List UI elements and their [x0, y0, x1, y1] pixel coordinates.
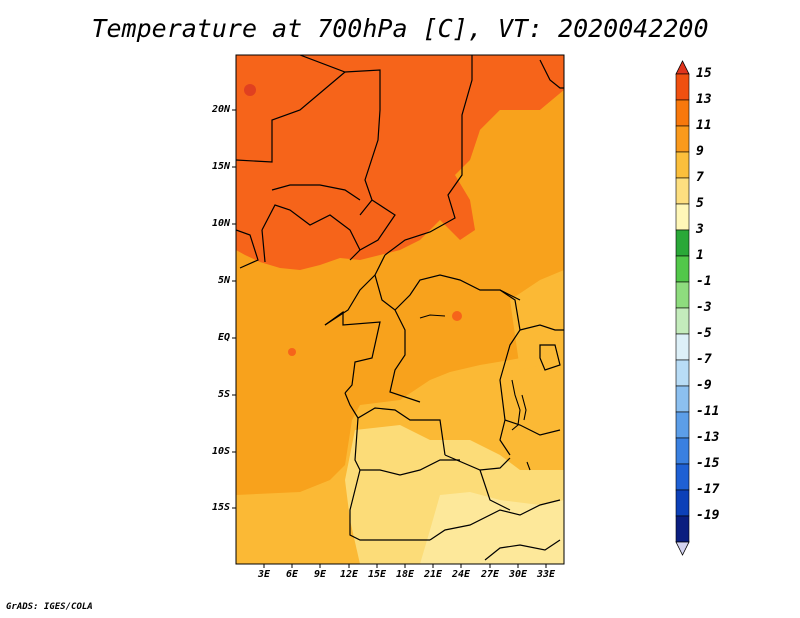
colorbar-swatch [675, 489, 690, 517]
lon-label-30e: 30E [508, 569, 528, 580]
hotspot-2 [288, 348, 296, 356]
lon-label-15e: 15E [367, 569, 387, 580]
page-title: Temperature at 700hPa [C], VT: 202004220… [91, 14, 709, 43]
colorbar-swatch [675, 411, 690, 439]
hotspot-1 [452, 311, 462, 321]
lon-label-6e: 6E [285, 569, 299, 580]
lon-label-24e: 24E [451, 569, 471, 580]
colorbar-swatch [675, 437, 690, 465]
colorbar-label: -9 [696, 378, 712, 393]
colorbar-label: -1 [696, 274, 712, 289]
colorbar-swatch [675, 99, 690, 127]
lon-ticks [263, 564, 547, 568]
lat-label-5s: 5S [217, 389, 230, 400]
colorbar-swatch [675, 255, 690, 283]
colorbar-label: -5 [696, 326, 712, 341]
country-borders [236, 55, 564, 561]
colorbar-label: 11 [696, 118, 712, 133]
lon-label-27e: 27E [480, 569, 500, 580]
colorbar-swatch [675, 229, 690, 257]
lat-label-15s: 15S [211, 502, 230, 513]
colorbar-label: 3 [696, 222, 704, 237]
lat-label-5n: 5N [217, 275, 230, 286]
colorbar-bottom-arrow [675, 541, 690, 556]
colorbar-swatch [675, 125, 690, 153]
colorbar-swatch [675, 515, 690, 543]
colorbar-label: 5 [696, 196, 704, 211]
colorbar-label: 15 [696, 66, 712, 81]
colorbar-label: -11 [696, 404, 720, 419]
lat-label-10n: 10N [211, 218, 230, 229]
colorbar-swatch [675, 463, 690, 491]
colorbar-swatch [675, 281, 690, 309]
hotspot-3 [244, 84, 256, 96]
colorbar-label: 1 [696, 248, 704, 263]
colorbar-swatch [675, 73, 690, 101]
lon-label-18e: 18E [395, 569, 415, 580]
colorbar-swatch [675, 333, 690, 361]
lon-label-9e: 9E [313, 569, 327, 580]
colorbar-swatch [675, 307, 690, 335]
colorbar-label: -3 [696, 300, 712, 315]
colorbar-label: -17 [696, 482, 720, 497]
colorbar-swatch [675, 151, 690, 179]
lat-ticks [232, 109, 236, 509]
colorbar-swatch [675, 359, 690, 387]
lon-label-33e: 33E [536, 569, 556, 580]
colorbar-label: -15 [696, 456, 720, 471]
lon-label-12e: 12E [339, 569, 359, 580]
lat-label-15n: 15N [211, 161, 230, 172]
region-9-to-11-east [470, 90, 564, 240]
lakes [419, 314, 531, 471]
lat-label-10s: 10S [211, 446, 230, 457]
grads-credit: GrADS: IGES/COLA [6, 602, 93, 612]
lat-label-eq: EQ [217, 332, 230, 343]
colorbar-label: -19 [696, 508, 720, 523]
colorbar-swatch [675, 203, 690, 231]
colorbar-label: 13 [696, 92, 712, 107]
lon-label-21e: 21E [423, 569, 443, 580]
colorbar-label: 9 [696, 144, 704, 159]
lat-label-20n: 20N [211, 104, 230, 115]
lon-label-3e: 3E [257, 569, 271, 580]
map-frame [235, 54, 565, 565]
colorbar-top-arrow [675, 60, 690, 75]
colorbar-label: -7 [696, 352, 712, 367]
region-11-to-13-north [236, 55, 564, 270]
colorbar-swatch [675, 177, 690, 205]
colorbar [675, 60, 690, 556]
colorbar-label: 7 [696, 170, 704, 185]
colorbar-swatch [675, 385, 690, 413]
colorbar-label: -13 [696, 430, 720, 445]
